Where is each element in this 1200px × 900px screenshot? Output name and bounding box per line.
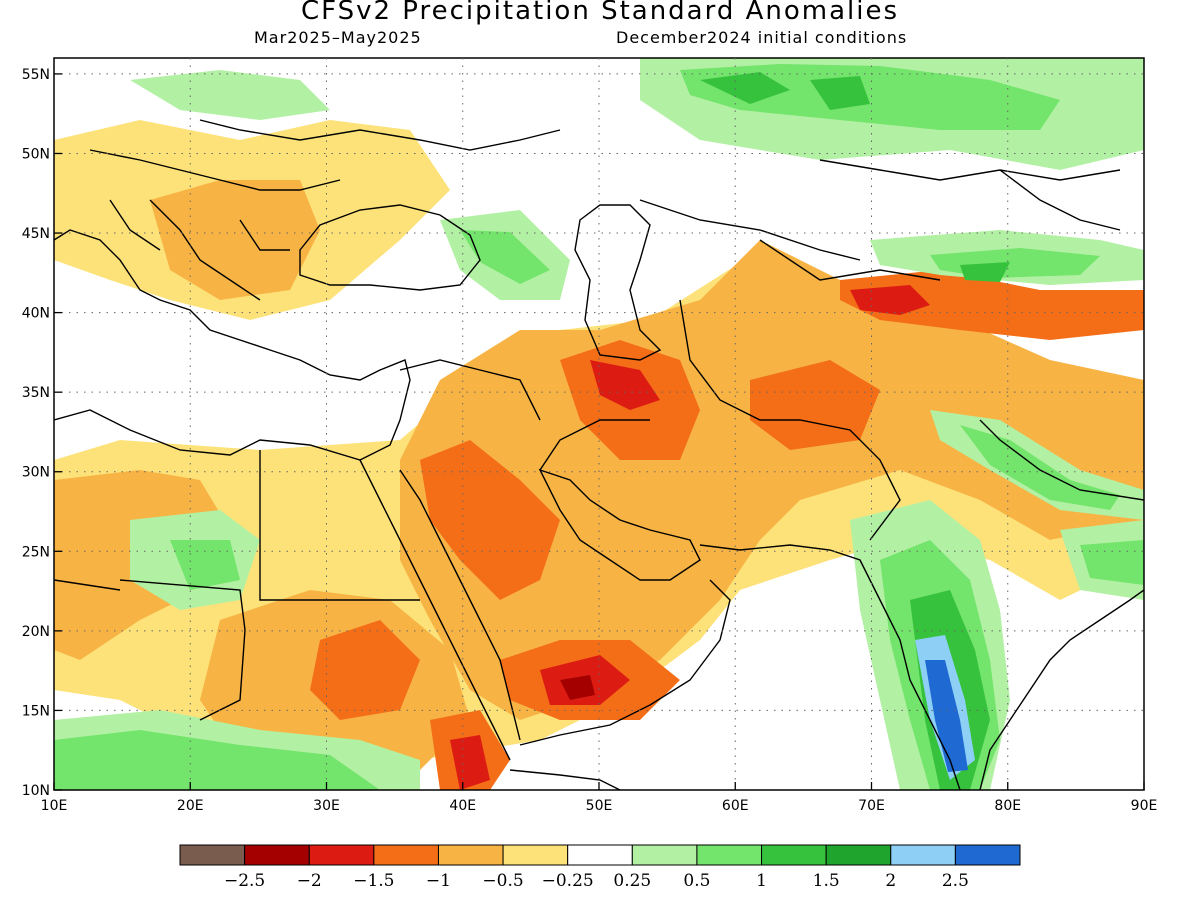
caspian-coast [574,204,662,361]
tick-label-lon: 50E [586,798,613,814]
dry-severe-horn [450,735,490,790]
wet-moderate-russia [680,64,1060,130]
colorbar-label: 2.5 [942,871,969,891]
tick-label-lat: 35N [22,385,50,401]
europe-borders [89,119,561,301]
iran-pakistan-coast [699,544,961,790]
colorbar-swatch [825,844,892,866]
wet-moderate-sahel [54,730,380,790]
colorbar-label: −1 [426,871,451,891]
colorbar-swatch [567,844,633,866]
persian-gulf-coast [538,468,701,581]
tick-label-lat: 55N [22,67,50,83]
tick-label-lat: 15N [22,703,50,719]
country-borders [54,239,1144,721]
dry-moderate-balkans [150,180,320,300]
tick-label-lon: 70E [858,798,885,814]
colorbar: −2.5 −2 −1.5 −1 −0.5 −0.25 0.25 0.5 1 1.5 2 2.5 [179,844,1021,891]
tick-label-lon: 60E [722,798,749,814]
dry-strong-sudan [310,620,420,720]
dry-severe-iran [590,360,660,410]
tick-label-lat: 20N [22,624,50,640]
axis-ticks: 10E 20E 30E 40E 50E 60E 70E 80E 90E 55N 50N 45N 40N 3… [22,67,1158,814]
colorbar-swatch [502,844,569,866]
anomaly-field [54,58,1144,790]
dry-strong-afghan [750,360,880,450]
wet-weak-ukraine [130,70,330,120]
red-sea-east-coast [399,469,521,741]
colorbar-swatch [696,844,763,866]
colorbar-swatch [437,844,504,866]
colorbar-label: −1.5 [353,871,394,891]
wet-moderate-sahara [170,540,240,590]
tick-label-lat: 10N [22,783,50,799]
tick-label-lat: 25N [22,544,50,560]
colorbar-label: 1.5 [813,871,840,891]
map-title: CFSv2 Precipitation Standard Anomalies [300,0,900,26]
wet-strong-russia [700,72,870,110]
colorbar-label: −2.5 [224,871,265,891]
wet-moderate-caucasus [460,230,550,284]
tick-label-lat: 50N [22,146,50,162]
colorbar-label: −0.5 [482,871,523,891]
tick-label-lat: 45N [22,226,50,242]
colorbar-swatch [373,844,439,866]
colorbar-swatch [631,844,698,866]
colorbar-label: 0.5 [683,871,710,891]
tick-label-lon: 80E [994,798,1021,814]
colorbar-swatch [954,844,1021,866]
colorbar-swatch [761,844,827,866]
colorbar-swatch [244,844,310,866]
india-east-coast [979,589,1144,790]
colorbar-label: −2 [297,871,322,891]
tick-label-lon: 10E [41,798,68,814]
colorbar-label: −0.25 [542,871,594,891]
black-sea-coast [299,204,481,291]
dry-extreme-yemen [560,675,595,700]
tick-label-lon: 90E [1131,798,1158,814]
red-sea-coast [359,459,511,761]
colorbar-swatch [179,844,246,866]
dry-strong-tibet [840,270,1144,340]
colorbar-swatch [890,844,956,866]
wet-extreme-india [925,660,968,772]
tick-label-lon: 30E [313,798,340,814]
colorbar-swatch [308,844,375,866]
colorbar-label: 1 [756,871,767,891]
wet-strong-tarim [960,262,1010,282]
tick-label-lat: 30N [22,465,50,481]
dry-strong-arabia [420,440,560,600]
initial-conditions: December2024 initial conditions [616,28,908,47]
tick-label-lon: 40E [449,798,476,814]
gridlines [54,58,1144,790]
horn-africa-coast [509,769,621,790]
forecast-period: Mar2025–May2025 [254,28,422,47]
dry-severe-tibet [850,285,930,315]
arabia-south-coast [519,579,731,746]
tick-label-lon: 20E [177,798,204,814]
coastlines-borders [54,119,1144,790]
tick-label-lat: 40N [22,306,50,322]
colorbar-label: 2 [885,871,896,891]
mediterranean-coast [54,229,411,461]
central-asia-borders [639,159,1121,261]
wet-moderate-himalaya [960,425,1120,510]
colorbar-label: 0.25 [613,871,651,891]
